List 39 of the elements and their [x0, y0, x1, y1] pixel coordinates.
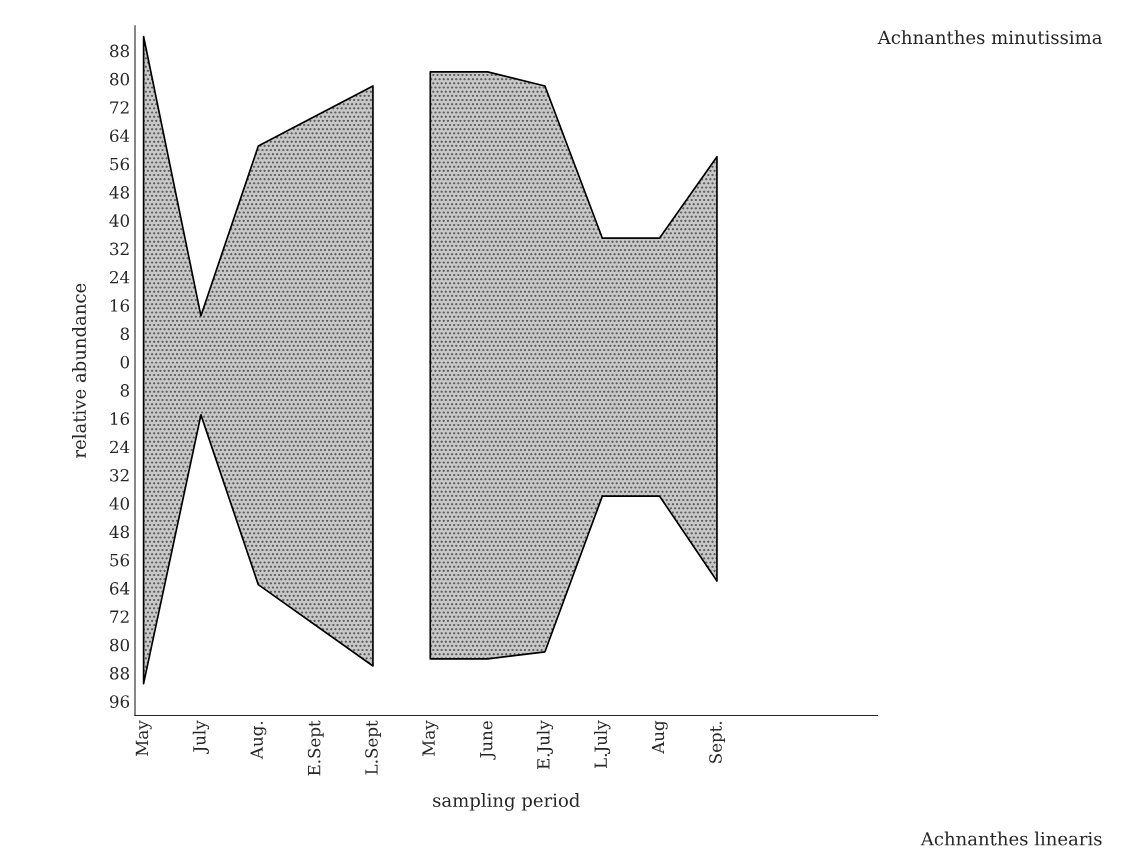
- y-tick-label: 48: [109, 186, 130, 199]
- y-tick-label: 0: [120, 355, 130, 369]
- x-tick-label: July: [192, 720, 210, 754]
- y-tick-label: 24: [110, 270, 130, 284]
- y-tick-label: 72: [110, 101, 129, 114]
- x-tick-label: E.July: [536, 720, 554, 770]
- y-tick-label: 64: [110, 582, 130, 595]
- y-tick-label: 16: [110, 299, 130, 312]
- y-tick-label: 16: [110, 412, 130, 425]
- x-tick-label: L.July: [594, 720, 611, 768]
- y-tick-label: 64: [110, 129, 130, 143]
- y-tick-label: 88: [110, 44, 130, 58]
- text: Achnanthes minutissima: [877, 30, 1102, 45]
- y-tick-label: 96: [109, 695, 130, 708]
- x-tick-label: E.Sept: [307, 720, 324, 776]
- y-tick-label: 72: [110, 610, 129, 623]
- y-axis-title: relative abundance: [72, 283, 86, 458]
- x-tick-label: L.Sept: [365, 720, 382, 775]
- x-axis-title: sampling period: [433, 793, 580, 811]
- x-tick-label: Aug.: [250, 721, 267, 760]
- x-tick-label: May: [422, 720, 439, 756]
- x-tick-label: May: [135, 720, 152, 756]
- text: Achnanthes linearis: [920, 831, 1102, 846]
- y-tick-label: 8: [120, 384, 130, 397]
- y-tick-label: 32: [110, 468, 129, 482]
- y-tick-label: 32: [110, 242, 129, 256]
- x-tick-label: Aug: [651, 720, 668, 754]
- y-tick-label: 56: [110, 157, 130, 171]
- y-tick-label: 40: [109, 214, 130, 227]
- y-tick-label: 24: [110, 440, 130, 454]
- y-tick-label: 80: [110, 72, 130, 86]
- y-tick-label: 56: [110, 553, 130, 567]
- y-tick-label: 80: [110, 638, 130, 652]
- y-tick-label: 88: [110, 666, 130, 680]
- y-tick-label: 48: [109, 525, 130, 539]
- x-tick-label: June: [480, 721, 496, 760]
- y-tick-label: 40: [109, 497, 130, 510]
- y-tick-label: 8: [120, 327, 130, 341]
- x-tick-label: Sept.: [709, 721, 726, 763]
